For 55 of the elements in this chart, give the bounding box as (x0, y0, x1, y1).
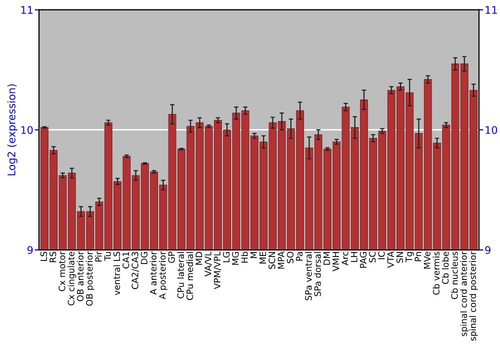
y-tick-label: 11 (21, 6, 32, 14)
y-tick-label: 10 (21, 126, 33, 134)
x-tick-label: VA/VL (204, 251, 212, 276)
x-tick-label: LG (222, 252, 230, 262)
x-tick-label: SO (286, 252, 294, 264)
x-tick-label: CPu lateral (177, 252, 184, 298)
x-tick-label: MPA (278, 251, 284, 269)
x-tick-label: Pn (414, 252, 422, 262)
x-tick-label: OB anterior (76, 251, 84, 302)
x-tick-label: PAG (360, 252, 367, 268)
x-tick-label: Hb (241, 252, 248, 263)
x-tick-label: VTA (387, 251, 394, 268)
x-tick-label: DM (324, 252, 330, 265)
x-tick-label: MG (232, 252, 239, 265)
x-tick-label: ME (260, 252, 266, 264)
x-tick-label: CA1 (122, 252, 130, 268)
x-tick-label: VPM/VPL (214, 251, 222, 290)
x-tick-label: CPu medial (186, 252, 194, 300)
x-tick-label: SPa dorsal (314, 252, 321, 296)
x-tick-label: SN (396, 252, 404, 263)
x-tick-label: MVe (424, 252, 430, 269)
x-tick-label: CA2/CA3 (132, 252, 139, 290)
y2-tick-label: 9 (485, 246, 490, 254)
x-tick-label: GP (168, 252, 175, 263)
y-tick-label: 9 (27, 246, 33, 254)
x-tick-label: spinal cord posterior (469, 251, 478, 341)
x-tick-label: SC (369, 252, 376, 262)
x-tick-label: Cx cingulate (68, 252, 76, 306)
x-tick-label: Cx motor (58, 251, 66, 292)
y2-tick-label: 11 (486, 6, 497, 14)
x-tick-label: Cb lobe (442, 252, 449, 284)
x-tick-label: OB posterior (86, 251, 94, 306)
x-tick-label: Tu (104, 252, 111, 261)
x-tick-label: MD (196, 252, 202, 265)
x-tick-label: Pa (296, 252, 303, 261)
x-tick-label: Arc (342, 252, 348, 266)
x-tick-label: IC (378, 252, 385, 260)
y-axis-title: Log2 (expression) (7, 84, 18, 176)
x-tick-label: ventral LS (113, 252, 120, 296)
x-tick-label: SPa ventral (304, 252, 312, 300)
x-tick-label: M (250, 252, 257, 258)
x-tick-label: Cb vermis (432, 252, 440, 295)
x-tick-label: VMH (332, 252, 340, 272)
x-tick-label: A anterior (150, 251, 157, 295)
x-tick-label: LS (40, 252, 48, 261)
x-tick-label: A posterior (158, 251, 168, 300)
x-tick-label: SCN (268, 252, 276, 269)
x-tick-label: Tg (406, 252, 414, 262)
x-tick-label: DG (140, 252, 148, 264)
x-tick-label: LH (350, 252, 358, 262)
x-tick-label: Cb nucleus (451, 252, 458, 300)
y2-tick-label: 10 (486, 126, 498, 134)
x-tick-label: RS (50, 252, 56, 262)
x-tick-label: Pir (95, 251, 102, 262)
x-tick-label: spinal cord anterior (460, 251, 469, 336)
